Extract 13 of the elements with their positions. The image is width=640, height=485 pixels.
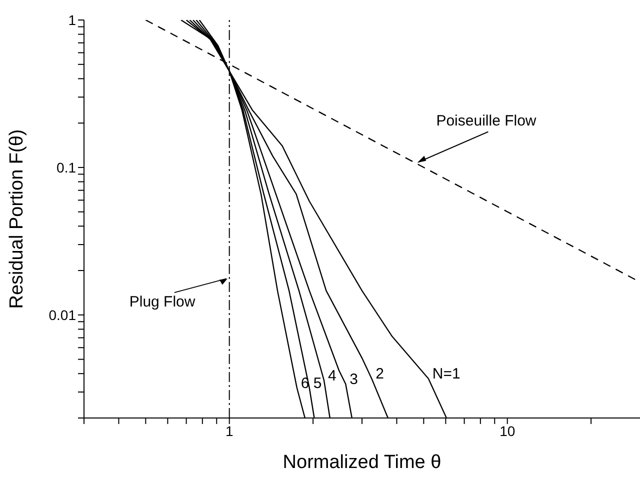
series-label: N=1 [432,366,460,383]
y-tick-label: 0.01 [48,306,76,323]
series-label: 4 [328,367,336,384]
annotation: Poiseuille Flow [436,112,536,130]
y-tick-label: 1 [68,12,76,28]
y-tick-label: 0.1 [56,159,76,176]
series-label: 2 [376,366,384,383]
y-axis-title: Residual Portion F(θ) [6,129,28,309]
x-tick-label: 10 [500,422,516,439]
x-axis-title: Normalized Time θ [282,452,442,473]
ref-line-label: Plug Flow [129,294,196,311]
series-label: 5 [313,374,322,392]
series-label: 3 [350,371,358,388]
